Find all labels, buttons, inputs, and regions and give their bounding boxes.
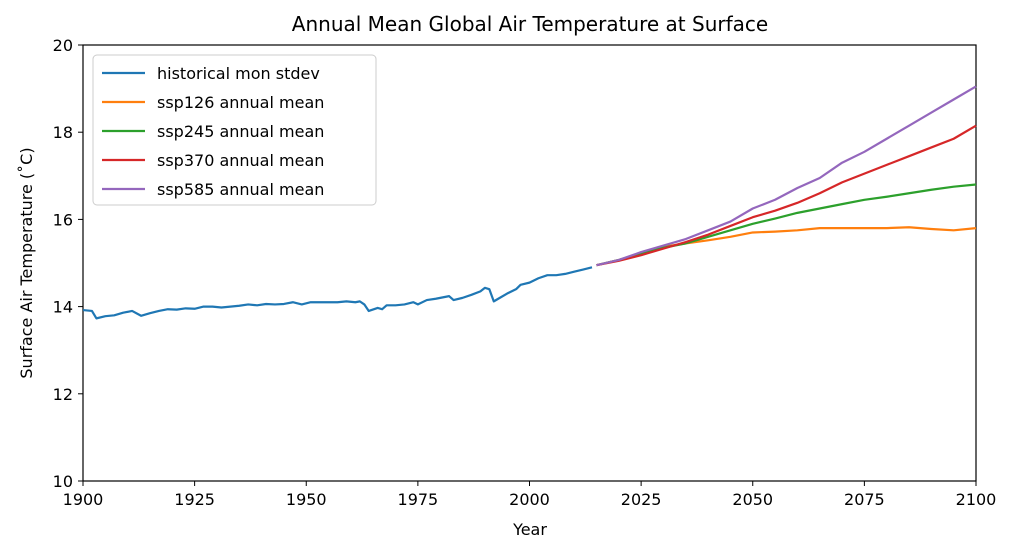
- y-tick-label: 18: [53, 123, 73, 142]
- series-line-ssp245-annual-mean: [596, 183, 977, 267]
- chart-title: Annual Mean Global Air Temperature at Su…: [292, 12, 768, 36]
- series-line-ssp126-annual-mean: [596, 226, 977, 267]
- x-tick-label: 2000: [509, 490, 550, 509]
- series-line-ssp585-annual-mean: [596, 85, 977, 267]
- y-tick-label: 20: [53, 36, 73, 55]
- x-tick-label: 2075: [844, 490, 885, 509]
- legend-box: [92, 54, 377, 206]
- series-line-ssp370-annual-mean: [596, 124, 977, 267]
- legend-label: ssp585 annual mean: [157, 180, 324, 199]
- x-tick-label: 2025: [621, 490, 662, 509]
- x-tick-label: 1925: [174, 490, 215, 509]
- y-axis-title: Surface Air Temperature (˚C): [17, 147, 36, 378]
- legend-label: ssp370 annual mean: [157, 151, 324, 170]
- y-tick-label: 14: [53, 298, 73, 317]
- legend: historical mon stdev ssp126 annual mean ss…: [92, 54, 377, 206]
- series-layer: [82, 85, 977, 320]
- x-tick-label: 2100: [956, 490, 997, 509]
- x-tick-label: 1975: [398, 490, 439, 509]
- y-axis-ticks: 10 12 14 16 18 20: [53, 36, 83, 491]
- legend-label: historical mon stdev: [157, 64, 320, 83]
- x-axis-ticks: 1900 1925 1950 1975 2000 2025 2050 2075 2100: [63, 481, 997, 509]
- legend-label: ssp245 annual mean: [157, 122, 324, 141]
- x-tick-label: 1900: [63, 490, 104, 509]
- x-axis-title: Year: [512, 520, 547, 539]
- legend-label: ssp126 annual mean: [157, 93, 324, 112]
- y-tick-label: 16: [53, 210, 73, 229]
- y-tick-label: 12: [53, 385, 73, 404]
- series-line-historical-mon-stdev: [82, 266, 593, 320]
- y-tick-label: 10: [53, 472, 73, 491]
- x-tick-label: 1950: [286, 490, 327, 509]
- x-tick-label: 2050: [732, 490, 773, 509]
